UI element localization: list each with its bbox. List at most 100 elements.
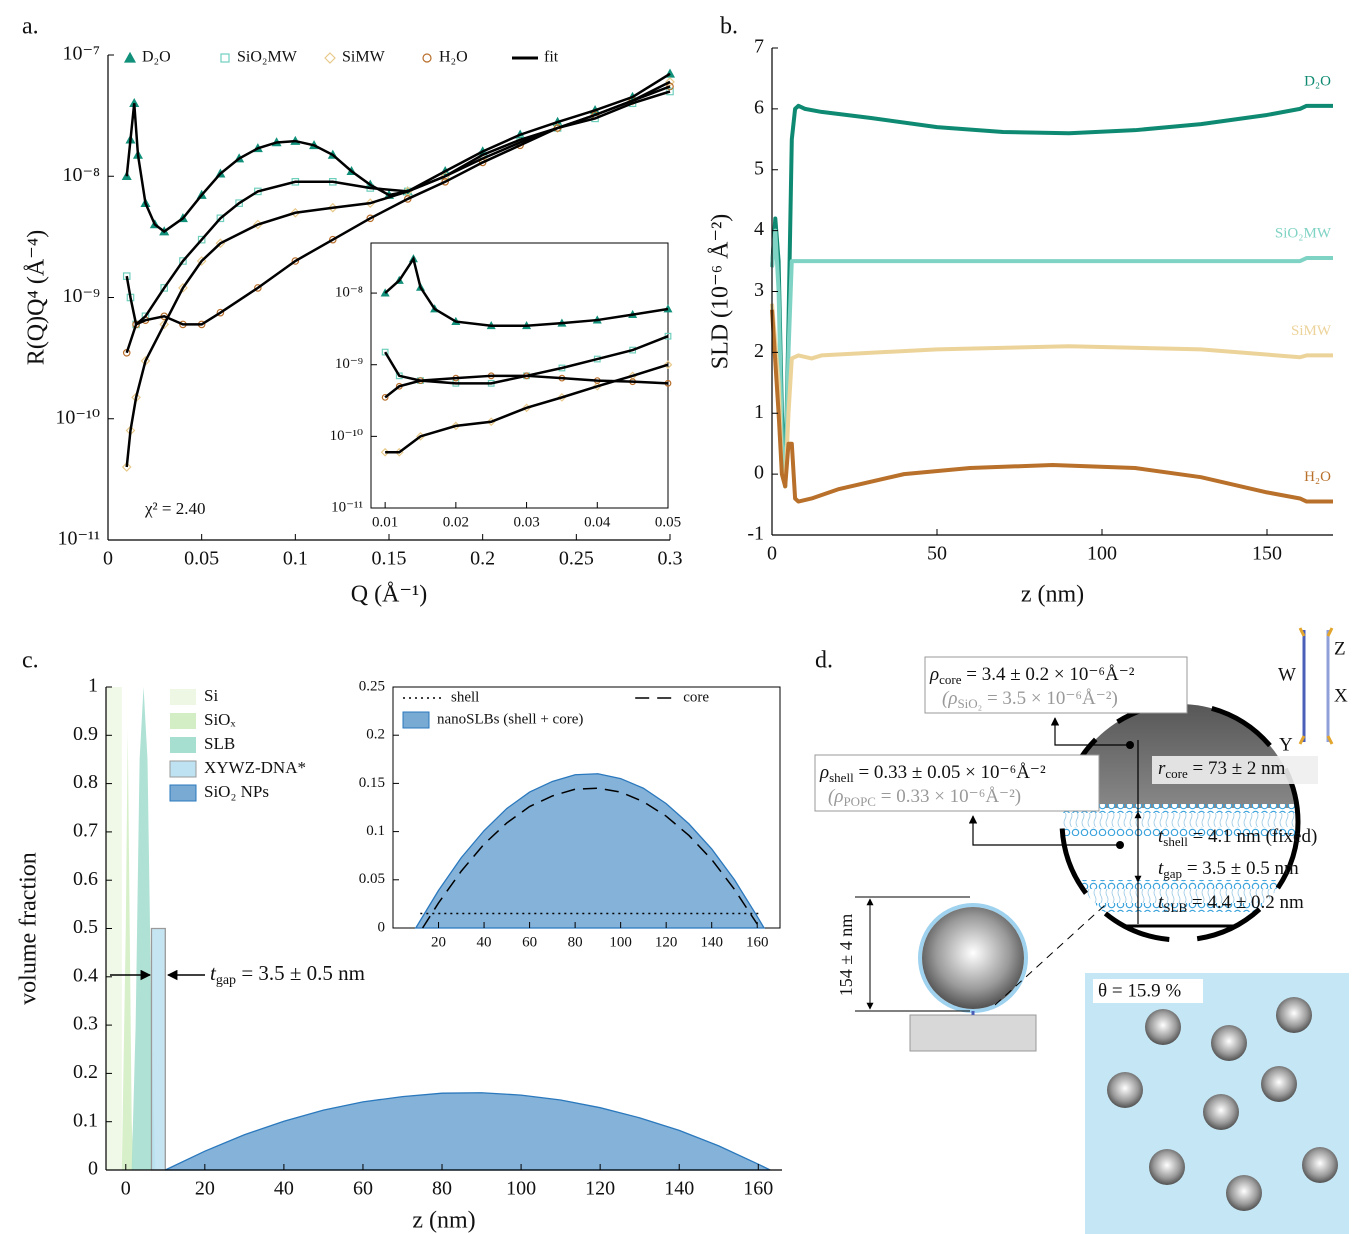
particle [1203, 1094, 1239, 1130]
marker [159, 319, 170, 330]
particle [1226, 1175, 1262, 1211]
rho-shell: ρshell = 0.33 ± 0.05 × 10⁻⁶Å⁻² [819, 762, 1046, 785]
x-tick-label: 160 [743, 1178, 773, 1200]
y-tick-label: 0.25 [359, 678, 385, 694]
particle [1149, 1149, 1185, 1185]
area [150, 927, 166, 1171]
particle [1107, 1072, 1143, 1108]
y-tick-label: 0.2 [73, 1061, 98, 1083]
marker [441, 177, 450, 186]
symbol: ρ [929, 664, 939, 685]
rho-popc: (ρPOPC = 0.33 × 10⁻⁶Å⁻²) [828, 786, 1021, 809]
lipid-heads [1062, 827, 1298, 836]
text: = 4.4 ± 0.2 nm [1187, 892, 1304, 913]
x-tick-label: 140 [664, 1178, 694, 1200]
x-tick-label: 0.1 [283, 548, 308, 570]
marker [403, 195, 412, 203]
area [106, 687, 122, 1170]
text: = 0.33 ± 0.05 × 10⁻⁶Å⁻² [854, 762, 1046, 783]
y-axis-label: volume fraction [16, 852, 42, 1005]
x-tick-label: 60 [522, 934, 537, 950]
line [770, 228, 1333, 489]
x-tick-label: 80 [432, 1178, 452, 1200]
y-tick-label: 0 [754, 462, 764, 484]
y-tick-label: 0.7 [73, 819, 98, 841]
marker [216, 214, 225, 223]
y-tick-label: 1 [754, 401, 764, 423]
subscript: shell [829, 770, 854, 785]
panel-label: d. [815, 648, 833, 674]
rho-core: ρcore = 3.4 ± 0.2 × 10⁻⁶Å⁻² [929, 664, 1135, 687]
particle [1261, 1066, 1297, 1102]
subscript: SLB [1163, 900, 1187, 915]
x-tick-label: 60 [353, 1178, 373, 1200]
x-axis-label: z (nm) [1021, 582, 1084, 608]
legend-swatch [170, 689, 196, 705]
leader [968, 815, 1120, 846]
marker [216, 308, 225, 317]
text: = 3.5 × 10⁻⁶Å⁻²) [982, 688, 1118, 709]
x-tick-label: 0 [767, 543, 777, 565]
subscript: shell [1163, 834, 1188, 849]
chart: 10⁻¹¹ 10⁻¹⁰ 10⁻⁹ 10⁻⁸ 10⁻⁷ 0 0.05 0.1 0.15 0.2 0.2… [24, 43, 683, 608]
area [414, 773, 766, 929]
line-label: SiMW [1291, 323, 1332, 339]
x-tick-label: 0.2 [470, 548, 495, 570]
text: = 3.5 ± 0.5 nm [236, 961, 365, 985]
legend-label: H₂O [439, 49, 468, 66]
strand-label: W [1278, 664, 1296, 685]
legend-marker [220, 53, 230, 63]
marker [381, 348, 389, 356]
chart: 10⁻¹¹ 10⁻¹⁰ 10⁻⁹ 10⁻⁸ 0.01 0.02 0.03 0.04 0.05 [330, 242, 682, 531]
marker [254, 284, 262, 292]
substrate [909, 1014, 1037, 1052]
y-tick-label: 0.1 [366, 823, 385, 839]
gap-label: tgap = 3.5 ± 0.5 nm [210, 961, 365, 988]
legend-label: SLB [204, 734, 235, 753]
x-tick-label: 0.3 [658, 548, 683, 570]
legend-swatch [402, 711, 430, 729]
y-tick-label: 0 [88, 1158, 98, 1180]
marker [160, 284, 169, 292]
y-tick-label: 0 [378, 919, 386, 935]
fit-line [125, 72, 671, 234]
y-tick-label: 0.05 [359, 871, 385, 887]
lipid-heads [1062, 880, 1298, 889]
legend-label: shell [451, 689, 479, 705]
particle [1302, 1147, 1338, 1183]
y-axis-label: SLD (10⁻⁶ Å⁻²) [708, 214, 734, 370]
y-tick-label: 10⁻¹⁰ [330, 428, 363, 444]
marker [663, 360, 673, 370]
y-tick-label: 0.1 [73, 1109, 98, 1131]
y-tick-label: 10⁻⁹ [335, 356, 363, 372]
fit-line [384, 374, 669, 399]
x-tick-label: 0.15 [372, 548, 407, 570]
t-shell: tshell = 4.1 nm (fixed) [1158, 826, 1317, 849]
x-tick-label: 40 [477, 934, 492, 950]
legend-label: D₂O [142, 49, 171, 66]
text: = 4.1 nm (fixed) [1188, 826, 1317, 847]
x-tick-label: 50 [927, 543, 947, 565]
subscript: core [1165, 766, 1188, 781]
label-bg [1152, 756, 1318, 784]
x-tick-label: 0.04 [584, 514, 611, 530]
y-tick-label: 0.6 [73, 868, 98, 890]
subscript: gap [1163, 866, 1182, 881]
strand-label: Y [1279, 734, 1293, 755]
plot [414, 773, 766, 929]
line-label: D₂O [1304, 73, 1331, 89]
marker [197, 235, 206, 244]
label-box [814, 754, 1100, 812]
legend-label: XYWZ-DNA* [204, 758, 306, 777]
fit-line [384, 335, 669, 385]
gap-annotation: tgap = 3.5 ± 0.5 nm [110, 961, 365, 988]
axes: 10⁻¹¹ 10⁻¹⁰ 10⁻⁹ 10⁻⁸ 0.01 0.02 0.03 0.04 0.05 [330, 285, 682, 531]
symbol: t [1158, 892, 1164, 913]
diagram: W X Y Z ρcore = 3.4 ± 0.2 × 10⁻⁶Å⁻² (ρSi… [814, 627, 1349, 1234]
plot [121, 68, 676, 472]
x-tick-label: 0.05 [655, 514, 681, 530]
diameter: 154 ± 4 nm [836, 914, 856, 996]
particle [1145, 1009, 1181, 1045]
y-tick-label: 10⁻¹¹ [57, 528, 100, 550]
lipid-heads [1062, 903, 1298, 912]
